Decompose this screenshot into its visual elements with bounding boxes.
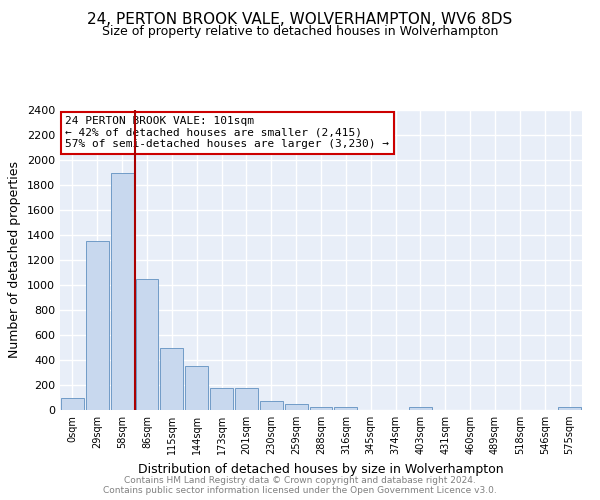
Bar <box>235 388 258 410</box>
Bar <box>61 398 84 410</box>
Bar <box>136 279 158 410</box>
Y-axis label: Number of detached properties: Number of detached properties <box>8 162 22 358</box>
Bar <box>334 407 357 410</box>
Bar <box>111 172 134 410</box>
Bar <box>310 407 332 410</box>
Text: Contains public sector information licensed under the Open Government Licence v3: Contains public sector information licen… <box>103 486 497 495</box>
Bar <box>558 407 581 410</box>
Text: Contains HM Land Registry data © Crown copyright and database right 2024.: Contains HM Land Registry data © Crown c… <box>124 476 476 485</box>
Bar <box>210 388 233 410</box>
Bar <box>409 407 432 410</box>
Bar <box>86 242 109 410</box>
Bar <box>285 404 308 410</box>
Bar <box>260 400 283 410</box>
Bar <box>160 348 183 410</box>
X-axis label: Distribution of detached houses by size in Wolverhampton: Distribution of detached houses by size … <box>138 462 504 475</box>
Text: Size of property relative to detached houses in Wolverhampton: Size of property relative to detached ho… <box>102 25 498 38</box>
Text: 24 PERTON BROOK VALE: 101sqm
← 42% of detached houses are smaller (2,415)
57% of: 24 PERTON BROOK VALE: 101sqm ← 42% of de… <box>65 116 389 149</box>
Bar <box>185 366 208 410</box>
Text: 24, PERTON BROOK VALE, WOLVERHAMPTON, WV6 8DS: 24, PERTON BROOK VALE, WOLVERHAMPTON, WV… <box>88 12 512 28</box>
